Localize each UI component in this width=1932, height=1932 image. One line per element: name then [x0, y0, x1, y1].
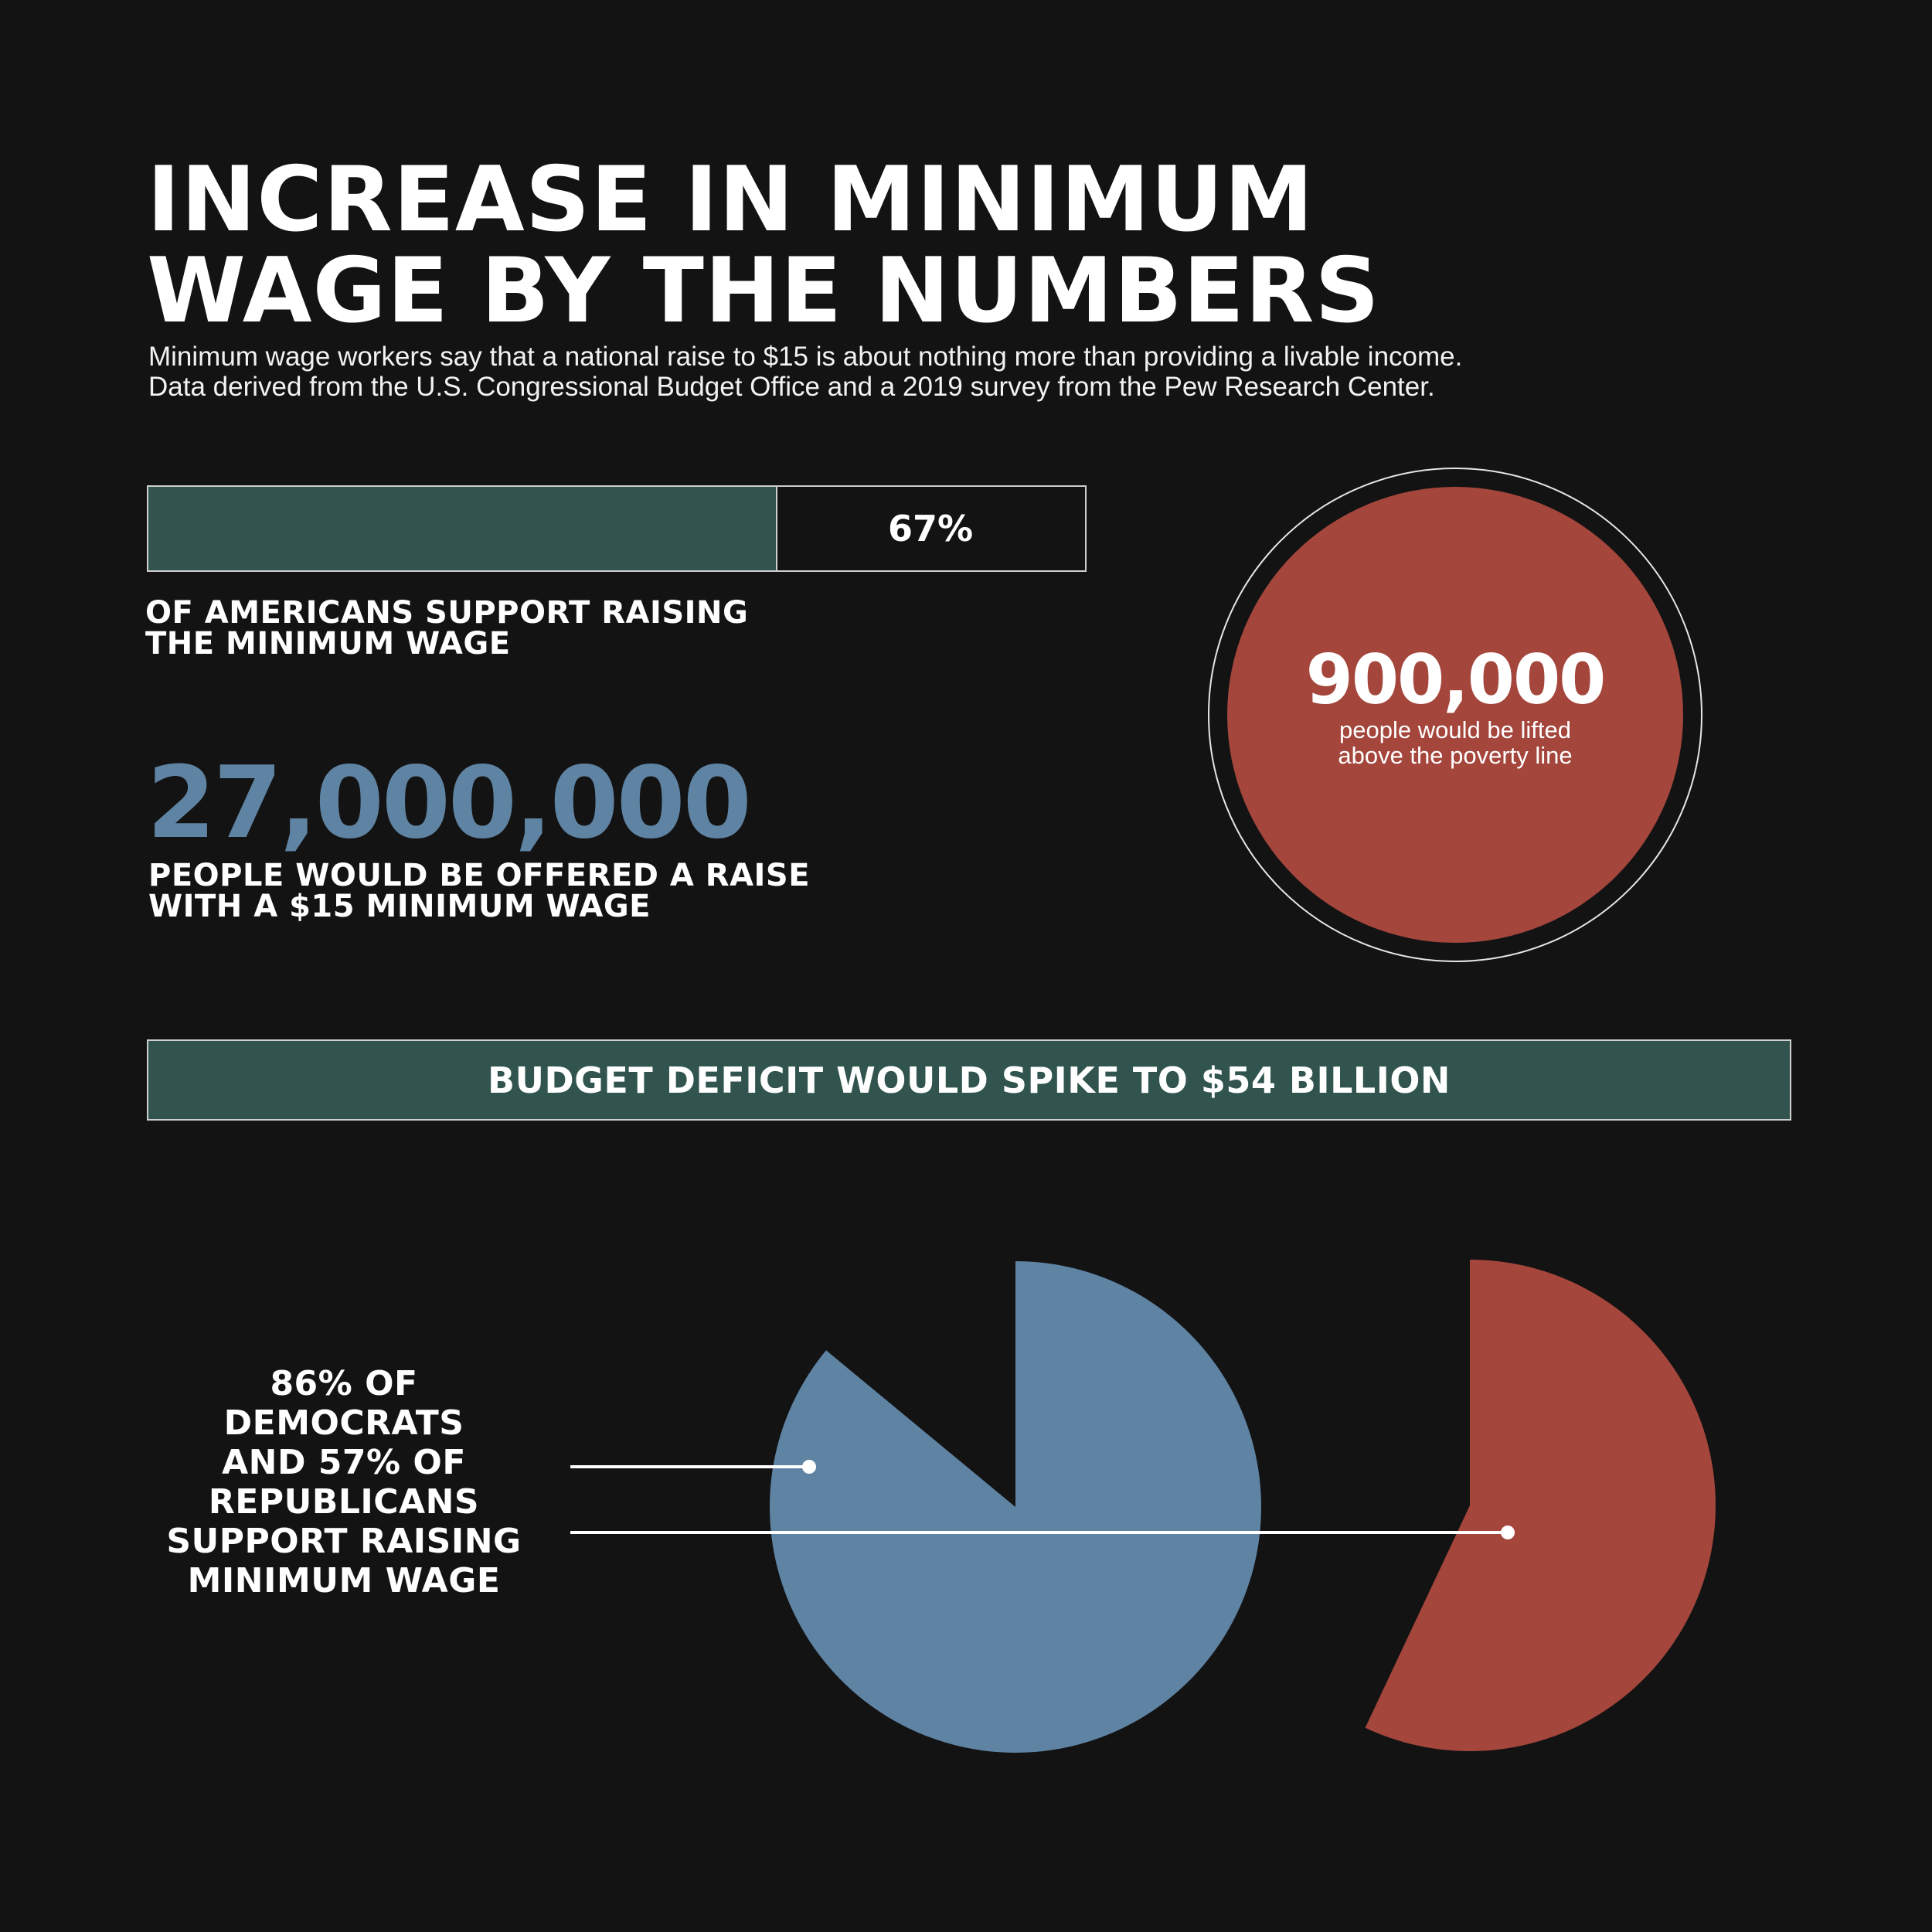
support-progress-bar: 67%: [147, 485, 1087, 572]
poverty-circle-ring: [1208, 468, 1702, 962]
democrats-leader-dot: [802, 1460, 816, 1474]
raise-number: 27,000,000: [147, 746, 752, 861]
page-title: INCREASE IN MINIMUM WAGE BY THE NUMBERS: [147, 155, 1615, 337]
party-label-line-3: AND 57% OF: [222, 1443, 466, 1482]
republicans-leader-dot: [1501, 1526, 1515, 1539]
party-label-line-5: SUPPORT RAISING: [166, 1522, 522, 1561]
support-progress-fill: [148, 487, 778, 570]
page-subtitle: Minimum wage workers say that a national…: [148, 342, 1694, 402]
republicans-pie-slice: [1365, 1260, 1716, 1751]
poverty-number: 900,000: [1305, 640, 1607, 719]
raise-caption: PEOPLE WOULD BE OFFERED A RAISE WITH A $…: [148, 860, 810, 922]
support-caption: OF AMERICANS SUPPORT RAISING THE MINIMUM…: [145, 597, 748, 659]
raise-caption-line-1: PEOPLE WOULD BE OFFERED A RAISE: [148, 858, 811, 893]
support-caption-line-2: THE MINIMUM WAGE: [145, 626, 511, 662]
deficit-banner: BUDGET DEFICIT WOULD SPIKE TO $54 BILLIO…: [147, 1039, 1791, 1121]
poverty-caption-line-2: above the poverty line: [1338, 742, 1573, 769]
party-label-line-2: DEMOCRATS: [223, 1403, 464, 1443]
subtitle-line-1: Minimum wage workers say that a national…: [148, 342, 1463, 372]
raise-caption-line-2: WITH A $15 MINIMUM WAGE: [148, 889, 651, 924]
support-percent-label: 67%: [887, 508, 974, 549]
party-label-line-4: REPUBLICANS: [208, 1482, 480, 1522]
poverty-circle: [1227, 487, 1683, 943]
subtitle-line-2: Data derived from the U.S. Congressional…: [148, 372, 1435, 402]
support-caption-line-1: OF AMERICANS SUPPORT RAISING: [145, 595, 749, 631]
poverty-caption-line-1: people would be lifted: [1339, 716, 1571, 743]
party-support-label: 86% OF DEMOCRATS AND 57% OF REPUBLICANS …: [139, 1364, 549, 1600]
title-line-2: WAGE BY THE NUMBERS: [147, 239, 1380, 343]
title-line-1: INCREASE IN MINIMUM: [147, 148, 1315, 252]
party-label-line-1: 86% OF: [270, 1364, 418, 1403]
party-label-line-6: MINIMUM WAGE: [187, 1561, 501, 1600]
democrats-pie-slice: [770, 1260, 1262, 1753]
poverty-caption: people would be lifted above the poverty…: [1227, 717, 1683, 768]
